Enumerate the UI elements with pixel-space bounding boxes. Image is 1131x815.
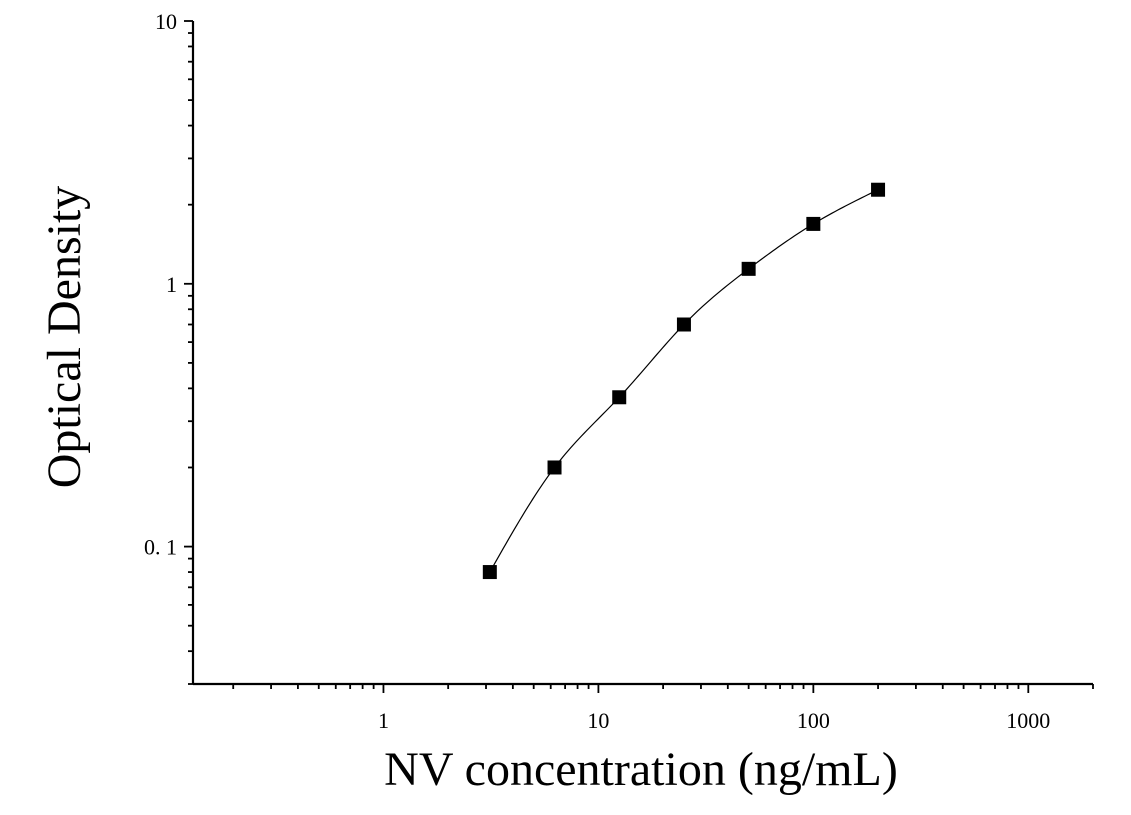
data-point [482, 565, 497, 580]
y-ticks [184, 20, 193, 685]
y-tick-label: 1 [166, 272, 177, 297]
axes [191, 21, 1093, 686]
data-point [612, 390, 627, 405]
x-tick-label: 10 [587, 708, 609, 733]
x-axis-title: NV concentration (ng/mL) [384, 743, 898, 796]
data-markers [482, 182, 886, 580]
y-tick-label: 10 [155, 9, 177, 34]
x-tick-labels: 1 10 100 1000 [378, 708, 1050, 733]
data-point [547, 460, 562, 475]
y-axis-title: Optical Density [38, 186, 91, 489]
x-tick-label: 1 [378, 708, 389, 733]
fit-curve [489, 189, 879, 573]
data-point [871, 182, 886, 197]
x-tick-label: 1000 [1006, 708, 1050, 733]
y-tick-labels: 0. 1 1 10 [144, 9, 177, 560]
y-tick-label: 0. 1 [144, 535, 177, 560]
x-tick-label: 100 [797, 708, 830, 733]
data-point [676, 317, 691, 332]
data-point [741, 261, 756, 276]
data-point [806, 216, 821, 231]
x-ticks [232, 684, 1094, 693]
